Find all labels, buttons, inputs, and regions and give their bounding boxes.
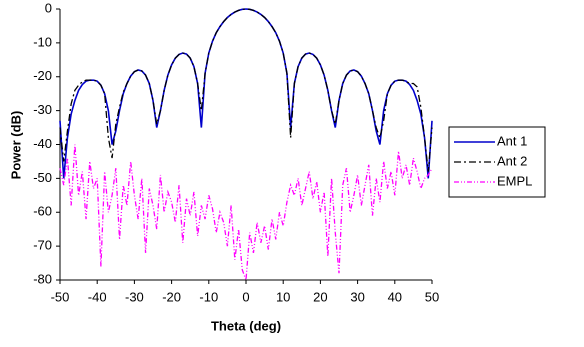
series-line [59,8,433,179]
y-tick-label: -30 [33,102,52,117]
y-tick-label: 0 [45,0,52,15]
y-tick-label: -80 [33,271,52,286]
x-tick-label: 10 [276,289,290,304]
x-tick-label: -10 [199,289,218,304]
x-axis-title: Theta (deg) [211,318,281,333]
legend-label: EMPL [497,173,532,188]
series-line [59,144,433,281]
x-tick-label: 40 [388,289,402,304]
x-tick-label: -50 [51,289,70,304]
y-tick-label: -60 [33,204,52,219]
x-tick-label: 50 [425,289,439,304]
x-tick-label: -40 [88,289,107,304]
x-tick-label: 0 [242,289,249,304]
x-tick-label: -20 [162,289,181,304]
series-line [59,8,433,172]
legend-label: Ant 2 [497,153,527,168]
x-tick-label: 20 [313,289,327,304]
legend-label: Ant 1 [497,133,527,148]
y-tick-label: -50 [33,170,52,185]
y-tick-label: -40 [33,136,52,151]
y-tick-label: -70 [33,238,52,253]
y-tick-label: -10 [33,34,52,49]
y-tick-label: -20 [33,68,52,83]
x-tick-label: 30 [350,289,364,304]
y-axis-title: Power (dB) [8,111,23,180]
x-tick-label: -30 [125,289,144,304]
